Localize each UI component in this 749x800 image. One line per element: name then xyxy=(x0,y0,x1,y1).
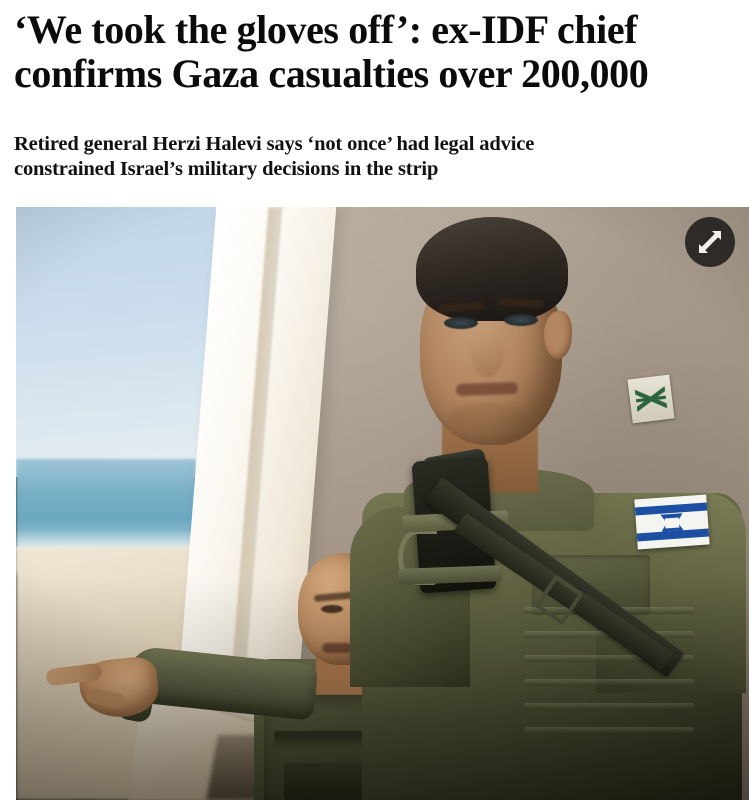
soldier-pointing-eye xyxy=(321,605,343,613)
expand-arrows-icon xyxy=(699,231,721,253)
halevi-right-eye xyxy=(504,314,538,326)
israeli-flag-patch xyxy=(634,494,710,550)
article-standfirst: Retired general Herzi Halevi says ‘not o… xyxy=(14,133,535,180)
photo-canvas xyxy=(16,207,749,800)
molle-row xyxy=(524,679,694,686)
star-of-david-center xyxy=(664,517,680,529)
headline-block: ‘We took the gloves off’: ex-IDF chief c… xyxy=(0,0,749,182)
article-photo xyxy=(16,207,749,800)
halevi-mouth xyxy=(455,381,519,397)
expand-image-button[interactable] xyxy=(685,217,735,267)
molle-row xyxy=(524,703,694,710)
halevi-ear xyxy=(544,311,572,359)
page-title: ‘We took the gloves off’: ex-IDF chief c… xyxy=(14,7,649,96)
halevi-left-eye xyxy=(444,317,478,329)
molle-row xyxy=(524,727,694,734)
soldier-halevi xyxy=(346,207,749,800)
star-of-david-icon xyxy=(660,510,683,533)
halevi-nose xyxy=(470,325,504,377)
halevi-chin xyxy=(450,403,524,429)
olive-branch-icon xyxy=(634,381,668,417)
rank-insignia-patch xyxy=(627,374,675,424)
